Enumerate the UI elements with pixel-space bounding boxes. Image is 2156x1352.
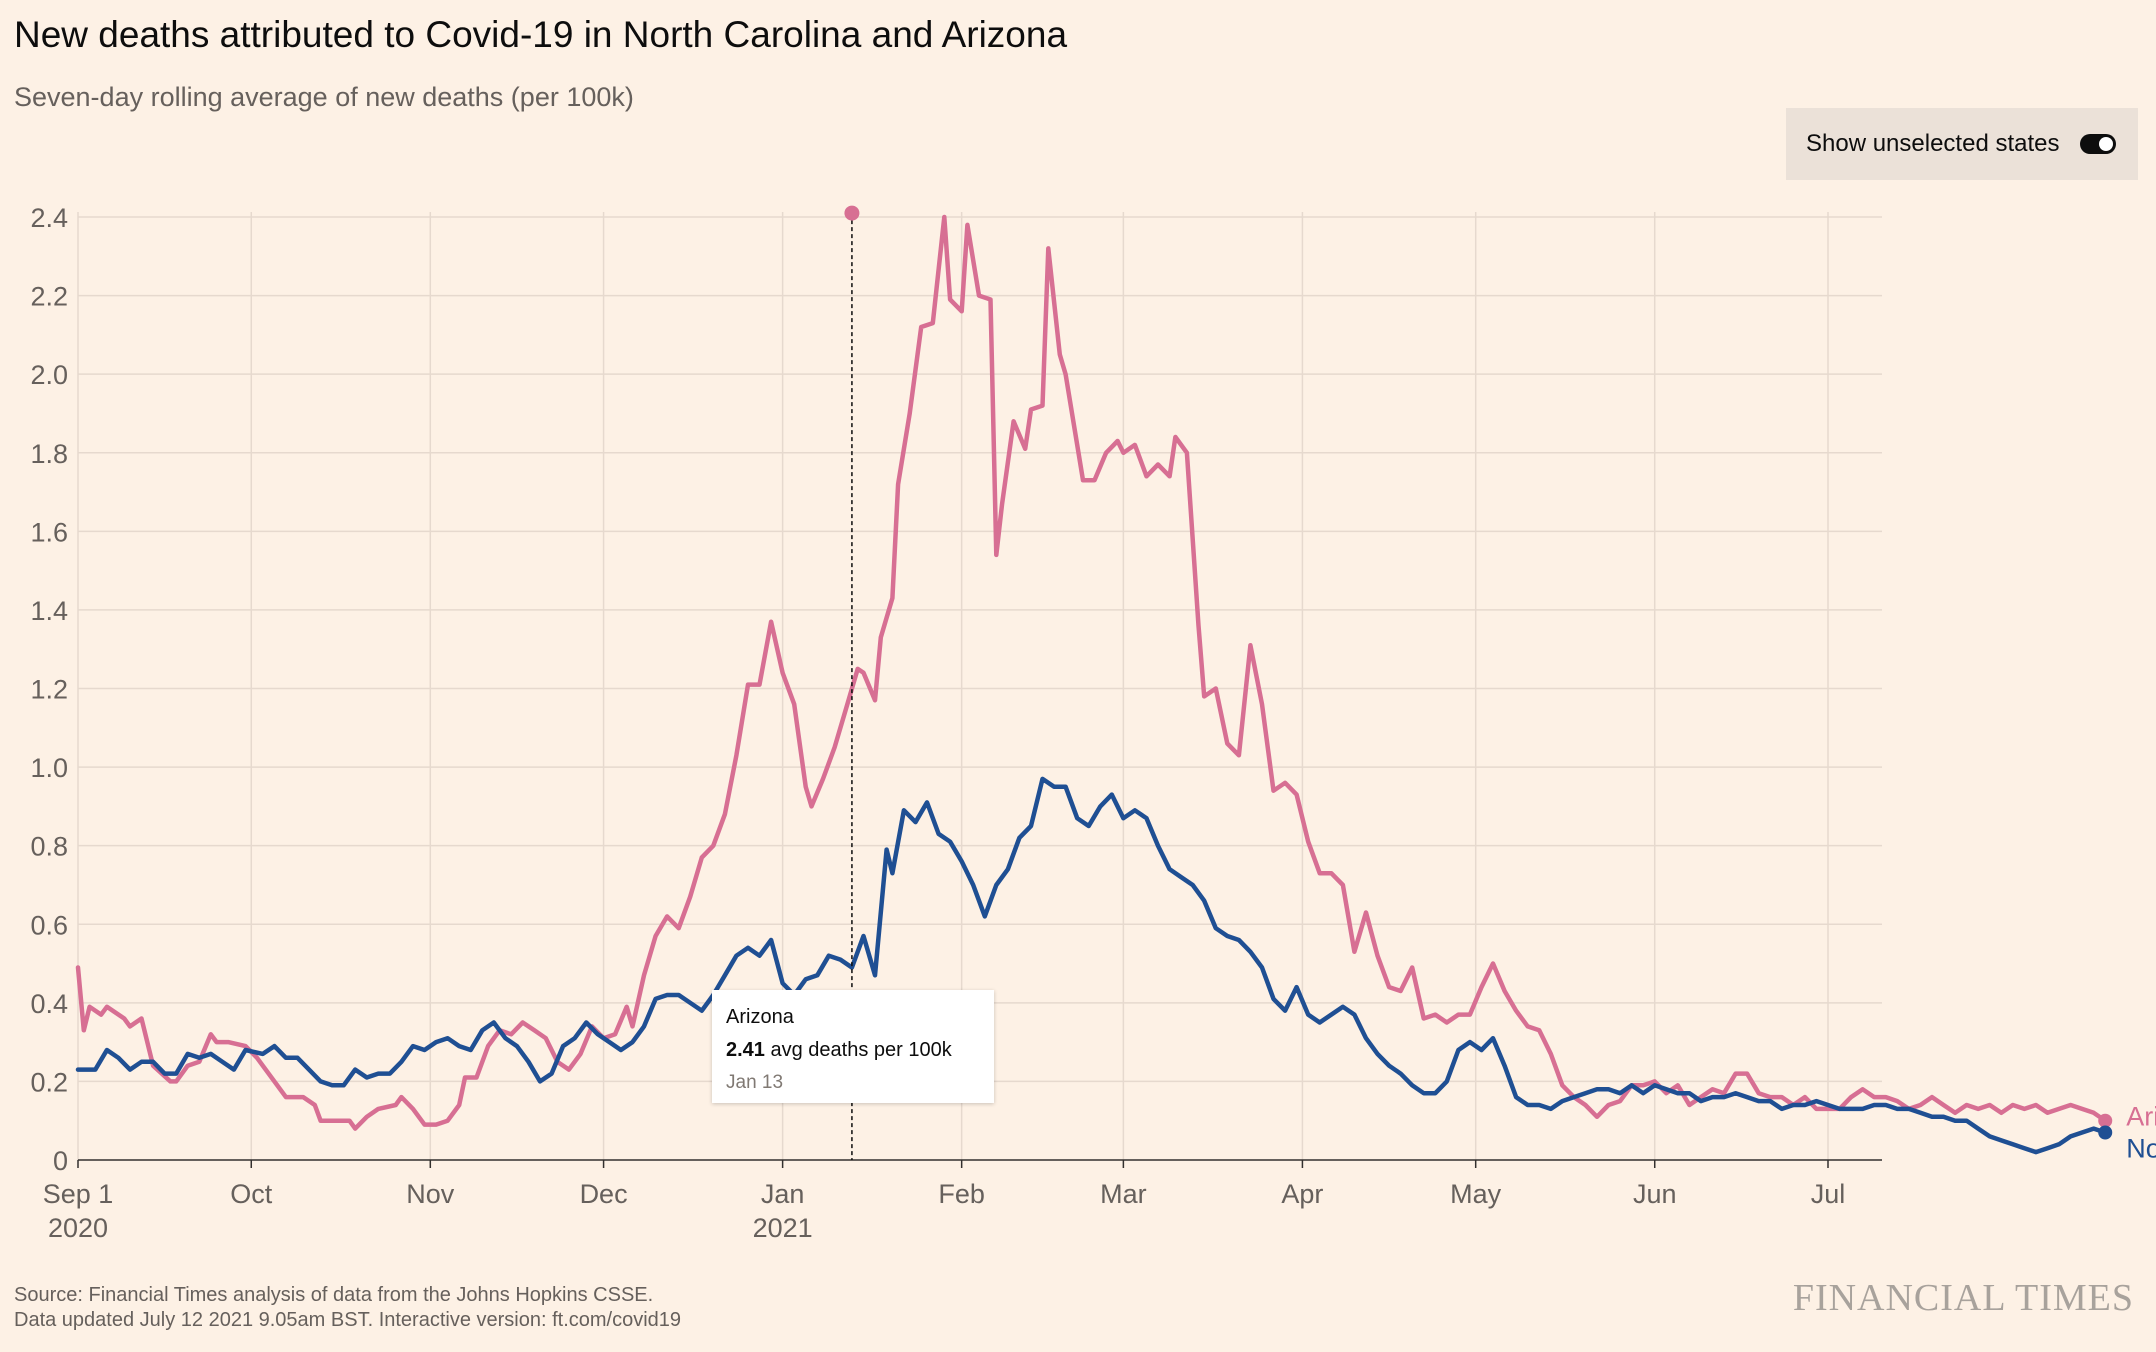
x-tick-label: Mar [1100, 1179, 1147, 1209]
y-tick-label: 2.0 [30, 360, 68, 390]
source-line-2: Data updated July 12 2021 9.05am BST. In… [14, 1309, 682, 1331]
tooltip-series-name: Arizona [726, 1006, 794, 1028]
tooltip-date: Jan 13 [726, 1072, 784, 1093]
highlight-marker [844, 205, 860, 221]
x-tick-label: May [1450, 1179, 1502, 1209]
y-tick-label: 0.4 [30, 989, 68, 1019]
x-tick-label: Jun [1633, 1179, 1677, 1209]
ft-logo: FINANCIAL TIMES [1792, 1277, 2134, 1319]
series-lines [75, 214, 2108, 1155]
series-line-arizona [75, 214, 2108, 1131]
chart-title: New deaths attributed to Covid-19 in Nor… [14, 14, 1068, 55]
x-gridlines [77, 212, 1829, 1168]
y-axis-ticks: 0 0.2 0.4 0.6 0.8 1.0 1.2 1.4 1.6 1.8 2.0 2.2 2.4 [30, 203, 68, 1176]
source-note: Source: Financial Times analysis of data… [14, 1283, 681, 1333]
y-tick-label: 1.0 [30, 753, 68, 783]
y-tick-label: 1.2 [30, 675, 68, 705]
x-tick-label: Dec [580, 1179, 628, 1209]
tooltip-value: 2.41 [726, 1039, 765, 1061]
end-label-arizona: Arizona [2126, 1102, 2156, 1132]
x-axis-ticks: Sep 1 2020 Oct Nov Dec Jan 2021 Feb Mar Apr May Jun… [43, 1179, 1846, 1243]
hover-tooltip: Arizona 2.41 avg deaths per 100k Jan 13 [712, 990, 994, 1103]
y-tick-label: 0.2 [30, 1067, 68, 1097]
series-line-north-carolina [75, 776, 2108, 1155]
tooltip-value-line: 2.41 avg deaths per 100k [726, 1039, 980, 1062]
toggle-label: Show unselected states [1806, 130, 2060, 157]
end-marker-arizona [2098, 1113, 2113, 1128]
x-tick-sublabel: 2021 [753, 1213, 813, 1243]
x-tick-label: Jul [1811, 1179, 1846, 1209]
y-gridlines [78, 216, 1882, 1083]
y-tick-label: 1.6 [30, 517, 68, 547]
series-markers [844, 205, 2113, 1140]
toggle-knob [2099, 137, 2113, 151]
series-end-labels: ArizonaNorth Carolina [2126, 1102, 2156, 1164]
y-tick-label: 1.4 [30, 596, 68, 626]
y-tick-label: 0.8 [30, 832, 68, 862]
x-tick-label: Sep 1 [43, 1179, 114, 1209]
toggle-switch-icon[interactable] [2080, 134, 2116, 154]
y-tick-label: 2.4 [30, 203, 68, 233]
y-tick-label: 0.6 [30, 910, 68, 940]
x-tick-label: Oct [230, 1179, 273, 1209]
tooltip-value-suffix: avg deaths per 100k [764, 1039, 952, 1061]
chart-subtitle: Seven-day rolling average of new deaths … [14, 82, 634, 112]
y-tick-label: 2.2 [30, 282, 68, 312]
x-tick-label: Feb [938, 1179, 985, 1209]
y-tick-label: 0 [53, 1146, 68, 1176]
end-marker-north-carolina [2098, 1125, 2113, 1140]
y-tick-label: 1.8 [30, 439, 68, 469]
x-tick-label: Nov [406, 1179, 455, 1209]
source-line-1: Source: Financial Times analysis of data… [14, 1284, 654, 1306]
end-label-north-carolina: North Carolina [2126, 1134, 2156, 1164]
x-tick-label: Jan [761, 1179, 805, 1209]
x-tick-label: Apr [1281, 1179, 1323, 1209]
x-tick-sublabel: 2020 [48, 1213, 108, 1243]
show-unselected-states-toggle[interactable]: Show unselected states [1786, 108, 2138, 180]
